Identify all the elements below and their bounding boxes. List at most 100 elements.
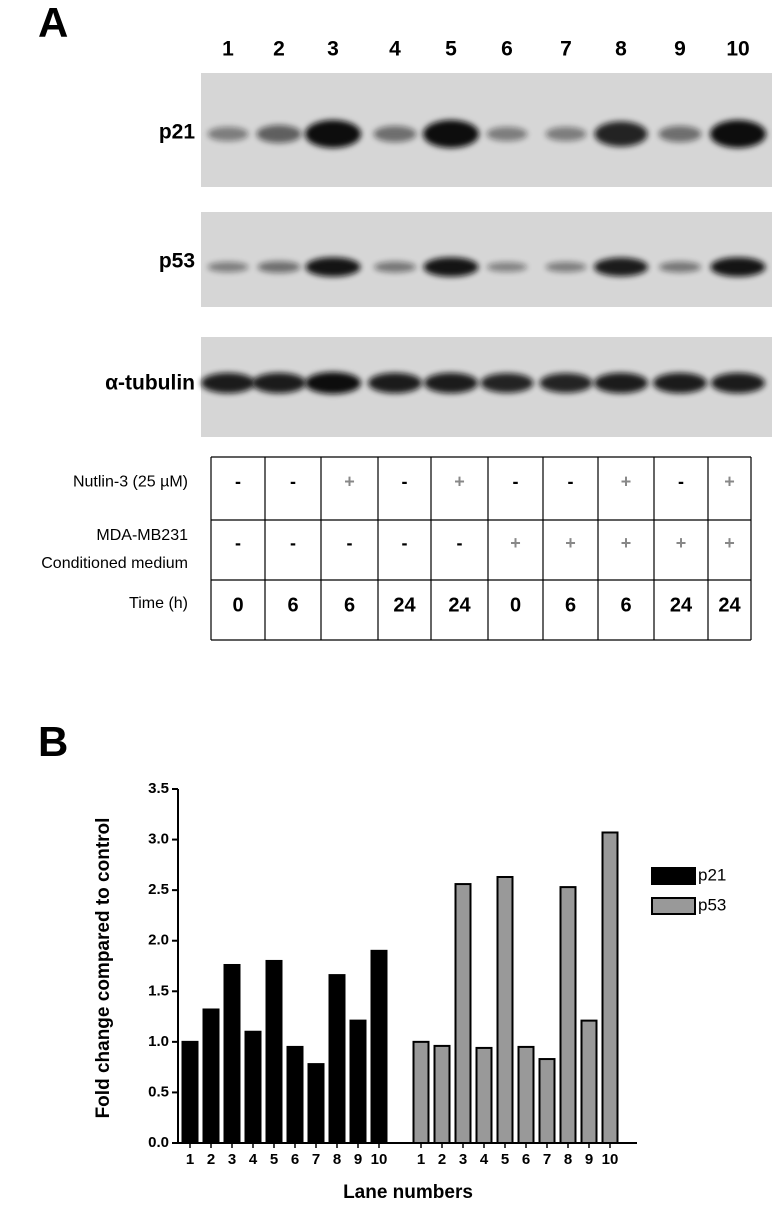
x-tick-label: 3 [459,1151,467,1168]
lane-number: 6 [501,38,513,61]
bar [328,974,346,1144]
table-cell: - [402,533,408,553]
bar [412,1040,430,1145]
x-tick-label: 4 [249,1151,258,1168]
x-tick-label: 6 [522,1151,530,1168]
band [545,261,587,273]
table-cell: - [402,471,408,491]
bar [286,1045,304,1145]
x-tick-label: 9 [585,1151,593,1168]
x-tick-label: 10 [602,1151,619,1168]
x-tick-label: 1 [186,1151,194,1168]
legend-swatch [651,867,696,885]
table-cell: 6 [565,594,576,616]
bar [601,831,619,1145]
x-tick-label: 2 [207,1151,215,1168]
band [594,372,648,394]
table-cell: - [235,471,241,491]
bar [475,1046,493,1144]
table-cell: - [347,533,353,553]
table-cell: 6 [620,594,631,616]
panel-label: B [38,718,68,765]
table-cell: - [568,471,574,491]
bar [496,875,514,1144]
blot-label: p53 [159,250,195,273]
band [653,372,707,394]
table-cell: 24 [718,594,741,616]
bar [202,1008,220,1145]
blot [201,212,772,307]
legend-label: p21 [698,865,726,884]
bar [223,963,241,1145]
band [711,372,765,394]
table-cell: + [724,471,735,491]
x-tick-label: 5 [270,1151,278,1168]
band [539,373,593,393]
band [710,120,766,148]
x-tick-label: 4 [480,1151,489,1168]
bar [244,1030,262,1144]
y-tick-label: 1.5 [148,982,169,999]
lane-number: 4 [389,38,401,61]
band [257,261,301,273]
row-label: Conditioned medium [41,555,188,572]
table-cell: + [454,471,465,491]
band [658,125,702,143]
bar [349,1019,367,1144]
row-label: MDA-MB231 [96,527,188,544]
table-cell: 6 [344,594,355,616]
legend-swatch [651,897,696,915]
table-cell: + [676,533,687,553]
y-tick-label: 2.0 [148,932,169,949]
y-tick-label: 0.5 [148,1083,169,1100]
table-cell: 24 [393,594,416,616]
bar [433,1044,451,1144]
table-cell: + [621,533,632,553]
band [424,372,478,394]
bar [307,1063,325,1144]
lane-number: 5 [445,38,457,61]
band [423,257,479,277]
table-cell: + [621,471,632,491]
panel-label: A [38,0,68,46]
band [373,125,417,143]
table-cell: + [510,533,521,553]
table-cell: + [565,533,576,553]
bar [538,1058,556,1144]
y-tick-label: 0.0 [148,1134,169,1151]
table-cell: 0 [510,594,521,616]
lane-number: 2 [273,38,285,61]
band [659,261,701,273]
x-tick-label: 5 [501,1151,509,1168]
table-cell: 6 [287,594,298,616]
x-tick-label: 9 [354,1151,362,1168]
band [486,126,528,142]
y-tick-label: 2.5 [148,881,169,898]
blot-label: p21 [159,121,196,144]
legend-label: p53 [698,895,726,914]
table-cell: - [290,533,296,553]
table-cell: - [513,471,519,491]
bar [580,1019,598,1144]
band [374,261,416,273]
y-tick-label: 1.0 [148,1033,169,1050]
lane-number: 8 [615,38,627,61]
x-tick-label: 8 [564,1151,572,1168]
x-tick-label: 3 [228,1151,236,1168]
row-label: Nutlin-3 (25 µM) [73,474,188,491]
x-axis-title: Lane numbers [343,1182,473,1203]
table-cell: 24 [448,594,471,616]
table-cell: - [235,533,241,553]
table-cell: + [344,471,355,491]
band [207,261,249,273]
bar [517,1045,535,1145]
x-tick-label: 10 [371,1151,388,1168]
band [480,373,534,393]
band [207,126,249,142]
lane-number: 3 [327,38,339,61]
lane-number: 9 [674,38,686,61]
table-cell: 0 [232,594,243,616]
band [305,372,361,394]
x-tick-label: 6 [291,1151,299,1168]
